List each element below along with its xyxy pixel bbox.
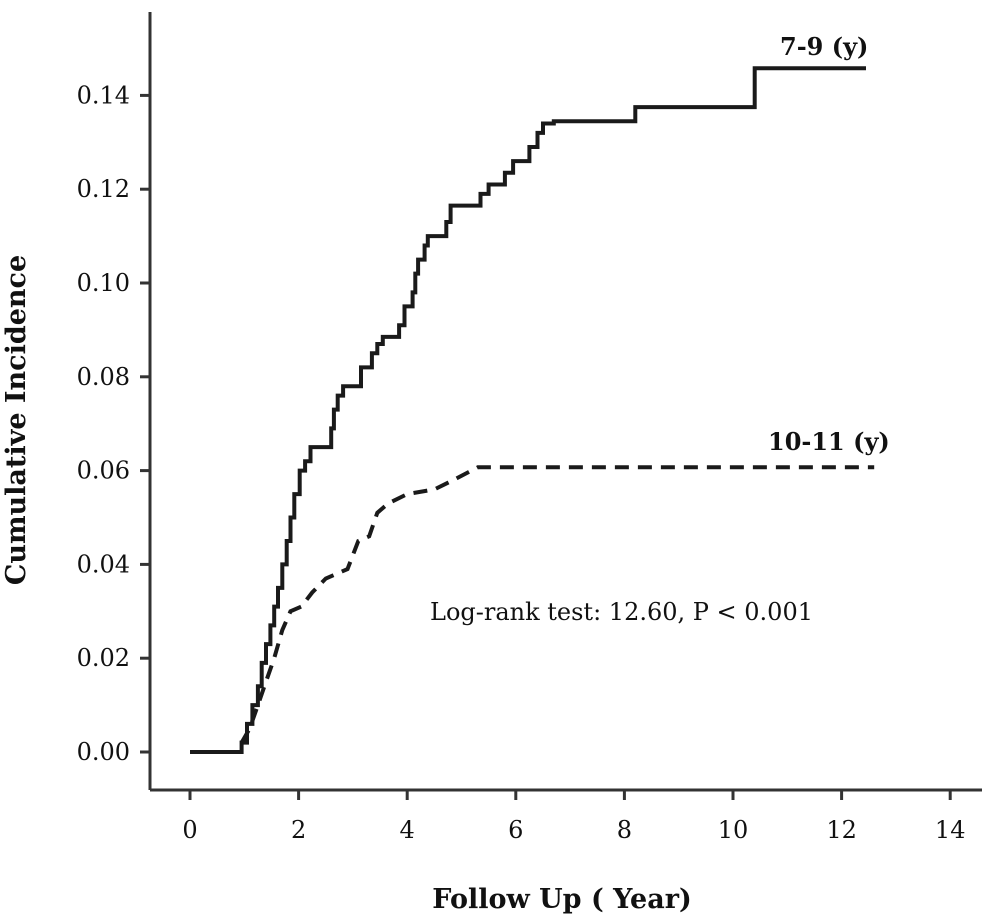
x-tick-label: 14	[935, 816, 966, 844]
x-tick-label: 6	[508, 816, 523, 844]
y-tick-label: 0.04	[77, 550, 130, 578]
x-tick-label: 12	[826, 816, 857, 844]
y-tick-label: 0.00	[77, 738, 130, 766]
x-ticks: 0 2 4 6 8 10 12 14	[182, 790, 965, 844]
y-axis-title: Cumulative Incidence	[1, 255, 32, 585]
x-axis-title: Follow Up ( Year)	[432, 884, 691, 915]
series-label-7-9: 7-9 (y)	[780, 32, 868, 61]
x-axis: 0 2 4 6 8 10 12 14	[150, 788, 982, 844]
log-rank-annotation: Log-rank test: 12.60, P < 0.001	[430, 598, 813, 626]
x-tick-label: 8	[617, 816, 632, 844]
y-tick-label: 0.12	[77, 175, 130, 203]
y-tick-label: 0.14	[77, 81, 130, 109]
series-line-10-11	[239, 465, 875, 744]
series-layer	[190, 66, 875, 754]
x-tick-label: 10	[718, 816, 749, 844]
y-tick-label: 0.06	[77, 457, 130, 485]
y-tick-label: 0.10	[77, 269, 130, 297]
y-ticks: 0.00 0.02 0.04 0.06 0.08 0.10 0.12 0.14	[77, 81, 150, 766]
x-tick-label: 0	[182, 816, 197, 844]
y-axis: 0.00 0.02 0.04 0.06 0.08 0.10 0.12 0.14	[77, 12, 152, 790]
x-tick-label: 2	[291, 816, 306, 844]
y-tick-label: 0.02	[77, 644, 130, 672]
series-line-7-9	[190, 66, 866, 754]
series-label-10-11: 10-11 (y)	[768, 427, 890, 456]
x-tick-label: 4	[400, 816, 415, 844]
y-tick-label: 0.08	[77, 363, 130, 391]
